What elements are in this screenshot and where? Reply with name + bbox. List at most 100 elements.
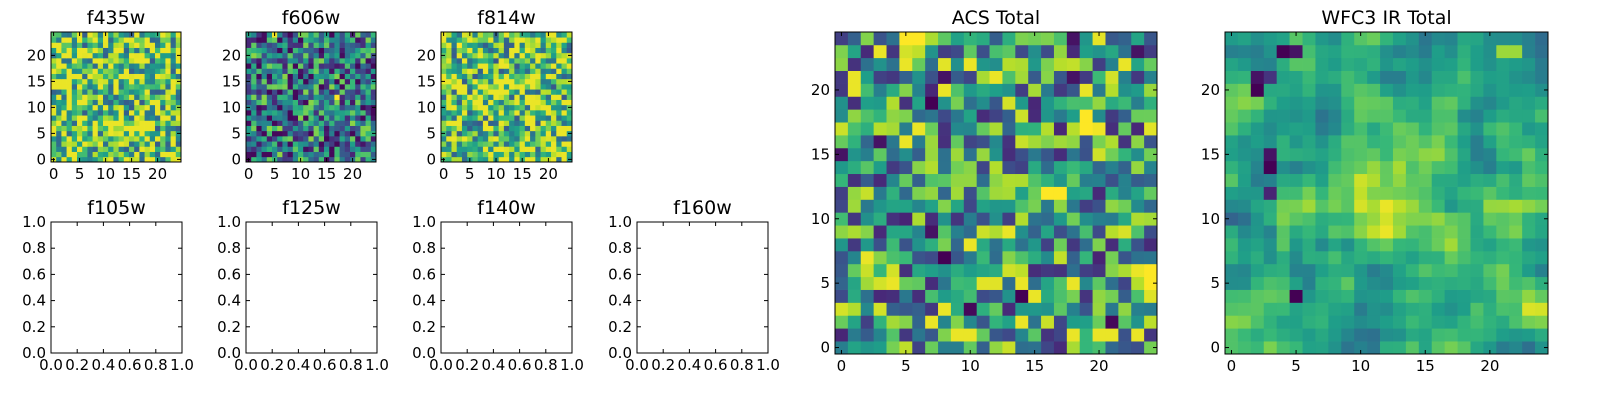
heatmap-cell — [1367, 186, 1381, 200]
heatmap-cell — [524, 52, 531, 59]
heatmap-cell — [1444, 122, 1458, 136]
x-tick-label: 0.6 — [508, 356, 532, 374]
heatmap-cell — [51, 47, 57, 54]
heatmap-cell — [561, 42, 568, 48]
heatmap-cell — [488, 32, 494, 38]
heatmap-cell — [1028, 44, 1042, 59]
heatmap-cell — [509, 104, 515, 111]
heatmap-cell — [66, 151, 73, 158]
heatmap-cell — [175, 120, 182, 126]
x-tick-label: 10 — [291, 165, 310, 183]
heatmap-cell — [165, 156, 171, 163]
heatmap-cell — [329, 94, 335, 100]
heatmap-cell — [1092, 238, 1106, 252]
heatmap-cell — [446, 42, 452, 48]
heatmap-cell — [134, 47, 140, 54]
heatmap-cell — [256, 94, 262, 100]
heatmap-cell — [298, 136, 304, 142]
heatmap-cell — [61, 32, 67, 38]
heatmap-cell — [344, 32, 351, 38]
heatmap-cell — [87, 78, 93, 85]
heatmap-cell — [1092, 122, 1106, 136]
heatmap-cell — [272, 78, 278, 85]
heatmap-cell — [1263, 250, 1278, 265]
heatmap-cell — [938, 44, 952, 59]
heatmap-cell — [1418, 96, 1433, 110]
heatmap-cell — [938, 225, 952, 239]
heatmap-cell — [1535, 276, 1549, 290]
heatmap-cell — [344, 37, 351, 43]
heatmap-cell — [339, 32, 346, 38]
heatmap-cell — [1041, 44, 1055, 59]
heatmap-cell — [344, 52, 351, 59]
heatmap-cell — [1144, 302, 1158, 316]
heatmap-cell — [56, 37, 62, 43]
heatmap-cell — [87, 47, 93, 54]
heatmap-cell — [1496, 173, 1510, 187]
heatmap-cell — [71, 58, 78, 64]
heatmap-cell — [277, 141, 283, 147]
heatmap-cell — [155, 125, 161, 132]
heatmap-cell — [350, 99, 356, 106]
heatmap-cell — [1118, 263, 1132, 278]
heatmap-cell — [355, 37, 361, 43]
heatmap-cell — [456, 136, 463, 142]
heatmap-cell — [61, 89, 67, 95]
heatmap-cell — [350, 125, 356, 132]
heatmap-cell — [282, 52, 288, 59]
heatmap-cell — [1380, 315, 1394, 329]
heatmap-cell — [860, 315, 874, 329]
heatmap-cell — [155, 130, 161, 137]
heatmap-cell — [1079, 263, 1093, 278]
heatmap-cell — [139, 115, 145, 121]
heatmap-cell — [272, 115, 278, 121]
heatmap-cell — [847, 44, 862, 59]
heatmap-cell — [66, 146, 73, 152]
heatmap-cell — [976, 122, 990, 136]
heatmap-cell — [329, 37, 335, 43]
heatmap-cell — [1341, 328, 1355, 342]
heatmap-cell — [963, 315, 978, 329]
heatmap-cell — [1392, 212, 1407, 226]
heatmap-cell — [566, 73, 573, 80]
heatmap-cell — [1444, 238, 1458, 252]
heatmap-cell — [344, 84, 351, 90]
heatmap-cell — [1066, 147, 1081, 162]
heatmap-cell — [1250, 302, 1265, 316]
heatmap-cell — [446, 104, 452, 111]
heatmap-cell — [545, 136, 552, 142]
heatmap-cell — [334, 37, 340, 43]
x-tick-label: 0 — [244, 165, 254, 183]
y-tick-label: 15 — [1201, 145, 1220, 163]
heatmap-cell — [551, 84, 557, 90]
heatmap-cell — [1496, 160, 1510, 175]
heatmap-cell — [266, 146, 273, 152]
heatmap-cell — [292, 63, 299, 69]
heatmap-cell — [1457, 135, 1471, 149]
heatmap-cell — [1079, 122, 1093, 136]
heatmap-cell — [1225, 83, 1239, 97]
heatmap-cell — [113, 68, 119, 74]
heatmap-cell — [873, 96, 887, 110]
heatmap-cell — [963, 263, 978, 278]
heatmap-cell — [170, 125, 177, 132]
heatmap-cell — [456, 146, 463, 152]
heatmap-cell — [1535, 302, 1549, 316]
heatmap-cell — [535, 73, 541, 80]
heatmap-cell — [1457, 289, 1471, 303]
heatmap-cell — [938, 122, 952, 136]
heatmap-cell — [350, 110, 356, 116]
heatmap-cell — [1509, 341, 1523, 355]
heatmap-cell — [1028, 250, 1042, 265]
heatmap-cell — [160, 99, 166, 106]
heatmap-cell — [308, 73, 314, 80]
heatmap-cell — [266, 63, 273, 69]
heatmap-cell — [313, 84, 320, 90]
heatmap-cell — [103, 120, 109, 126]
heatmap-cell — [1144, 315, 1158, 329]
heatmap-cell — [165, 32, 171, 38]
heatmap-cell — [456, 110, 463, 116]
heatmap-cell — [61, 47, 67, 54]
